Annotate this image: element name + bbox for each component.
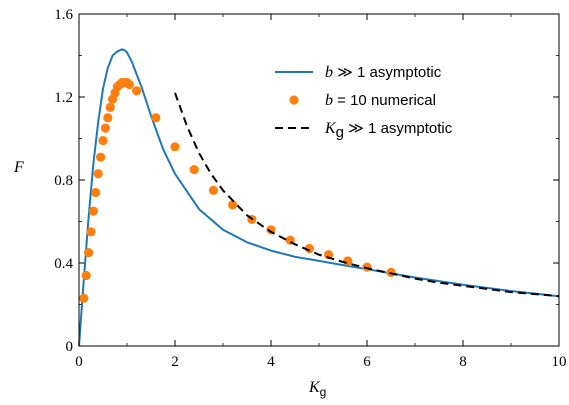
y-tick-label: 0 — [66, 339, 74, 355]
data-point — [88, 206, 98, 216]
plot-frame — [78, 13, 560, 347]
y-tick-label: 0.4 — [54, 256, 73, 272]
data-point — [228, 200, 238, 210]
legend: b ≫ 1 asymptotic b = 10 numerical Kg ≫ 1 a… — [275, 64, 453, 141]
legend-item: Kg ≫ 1 asymptotic — [275, 120, 453, 141]
x-axis-label-symbol: K — [308, 379, 321, 396]
legend-marker — [289, 95, 299, 105]
x-axis-label: Kg — [308, 379, 326, 399]
data-point — [304, 243, 314, 254]
major-ticks — [78, 13, 560, 347]
data-point — [324, 250, 334, 260]
data-point — [98, 135, 108, 146]
data-point — [362, 262, 372, 272]
x-tick-label: 8 — [459, 354, 467, 370]
data-point — [96, 152, 106, 162]
y-tick-label: 1.6 — [54, 7, 73, 23]
data-point — [386, 267, 396, 277]
data-point — [100, 123, 110, 133]
data-point — [124, 79, 134, 90]
data-point — [189, 165, 199, 175]
legend-label: b = 10 numerical — [325, 92, 436, 109]
data-point — [86, 227, 96, 237]
x-tick-label: 4 — [267, 354, 275, 370]
series-numerical-points — [79, 77, 396, 303]
minor-ticks — [78, 13, 560, 347]
data-point — [84, 248, 94, 258]
y-tick-label: 0.8 — [54, 173, 73, 189]
data-point — [105, 102, 115, 112]
tick-labels: 0 2 4 6 8 10 0 0.4 0.8 1.2 1.6 — [54, 7, 566, 370]
legend-label: Kg ≫ 1 asymptotic — [324, 120, 453, 141]
data-point — [91, 187, 101, 198]
x-tick-label: 6 — [363, 354, 371, 370]
series-kg-asymptotic-line — [174, 92, 560, 298]
data-point — [93, 169, 103, 179]
data-point — [170, 142, 180, 152]
x-tick-label: 2 — [171, 354, 179, 370]
data-point — [151, 113, 161, 123]
x-tick-label: 10 — [552, 354, 567, 370]
x-tick-label: 0 — [75, 354, 83, 370]
data-point — [79, 293, 89, 303]
series-layer — [78, 48, 560, 347]
legend-item: b = 10 numerical — [289, 92, 436, 109]
data-point — [132, 86, 142, 96]
x-axis-label-subscript: g — [320, 385, 327, 399]
y-tick-label: 1.2 — [54, 90, 73, 106]
legend-label: b ≫ 1 asymptotic — [325, 64, 442, 81]
legend-item: b ≫ 1 asymptotic — [275, 64, 442, 81]
series-b-asymptotic-line — [78, 48, 560, 347]
y-axis-label: F — [13, 159, 24, 176]
data-point — [81, 270, 91, 281]
data-point — [103, 113, 113, 123]
data-point — [343, 256, 353, 266]
data-point — [208, 185, 218, 195]
